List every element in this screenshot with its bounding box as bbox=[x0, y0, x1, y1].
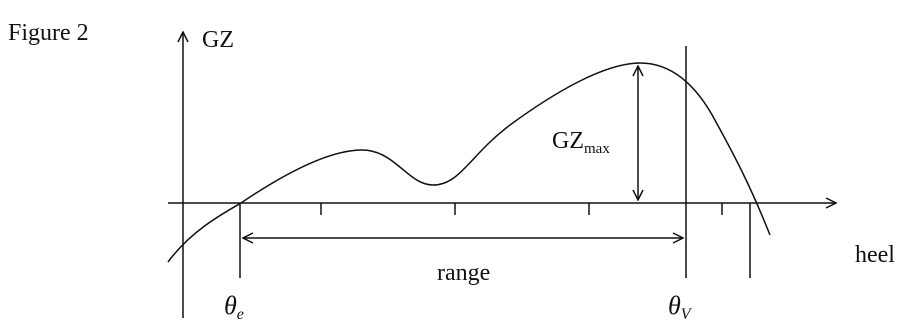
gz-max-subscript: max bbox=[584, 141, 610, 157]
theta-e-subscript: e bbox=[237, 306, 244, 322]
gz-curve bbox=[167, 62, 771, 263]
range-label: range bbox=[437, 260, 490, 286]
theta-e-label: θe bbox=[224, 291, 244, 322]
theta-v-label: θV bbox=[668, 291, 693, 322]
x-axis-label: heel bbox=[855, 242, 895, 268]
y-axis-label: GZ bbox=[202, 27, 234, 53]
gz-max-label: GZmax bbox=[552, 128, 610, 157]
figure-caption: Figure 2 bbox=[8, 20, 89, 46]
theta-v-subscript: V bbox=[681, 306, 693, 322]
